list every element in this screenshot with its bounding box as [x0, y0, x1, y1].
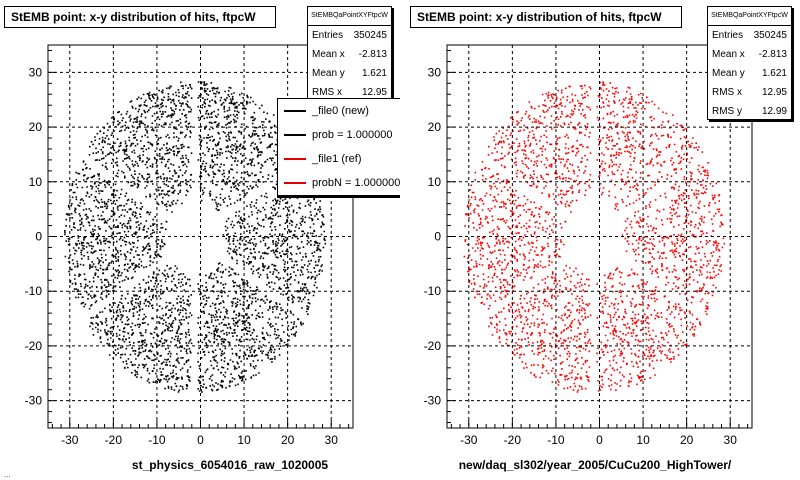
x-tick-label: 30 — [724, 433, 738, 447]
x-tick-label: 20 — [680, 433, 694, 447]
scatter-markers — [463, 81, 726, 393]
x-tick-label: 0 — [197, 433, 204, 447]
x-tick-label: -10 — [148, 433, 166, 447]
y-tick-label: 20 — [29, 120, 43, 134]
footer-note: ... — [4, 470, 11, 479]
stats-label: Entries — [712, 30, 744, 41]
stats-label: RMS x — [712, 87, 742, 98]
stats-value: 1.621 — [361, 68, 387, 79]
x-tick-label: 20 — [281, 433, 295, 447]
stats-label: RMS x — [312, 87, 342, 98]
y-tick-label: -20 — [25, 339, 43, 353]
stats-value: -2.813 — [758, 49, 787, 60]
legend-entry: _file0 (new) — [278, 99, 400, 123]
stats-label: Mean y — [712, 68, 745, 79]
right-x-caption: new/daq_sl302/year_2005/CuCu200_HighTowe… — [458, 458, 732, 472]
x-tick-label: -20 — [105, 433, 123, 447]
grid-lines — [48, 45, 353, 428]
stats-value: -2.813 — [358, 49, 387, 60]
y-tick-label: 30 — [29, 65, 43, 79]
legend-label: _file0 (new) — [312, 105, 369, 117]
legend-line-swatch — [284, 134, 306, 136]
right-plot-panel: -30 -20 -10 0 10 20 30 -30 -20 -10 0 10 20 30 StEMB p… — [400, 0, 800, 480]
axes: -30 -20 -10 0 10 20 30 -30 -20 -10 0 10 20 30 — [25, 49, 350, 447]
grid-lines — [447, 45, 752, 428]
legend-line-swatch — [284, 182, 306, 184]
legend-line-swatch — [284, 158, 306, 160]
stats-row: Entries 350245 — [308, 26, 391, 45]
scatter-points — [64, 81, 327, 393]
scatter-markers — [64, 81, 327, 393]
stats-value: 12.95 — [361, 87, 387, 98]
y-tick-label: 10 — [29, 175, 43, 189]
legend-label: prob = 1.000000 — [312, 129, 393, 141]
x-tick-label: 10 — [237, 433, 251, 447]
stats-row: Mean x -2.813 — [708, 45, 791, 64]
x-tick-label: -30 — [460, 433, 478, 447]
stats-label: RMS y — [712, 106, 742, 117]
y-tick-label: 10 — [428, 175, 442, 189]
legend-entry: probN = 1.000000 — [278, 171, 400, 195]
legend-entry: prob = 1.000000 — [278, 123, 400, 147]
stats-value: 1.621 — [761, 68, 787, 79]
stats-row: Mean x -2.813 — [308, 45, 391, 64]
right-stats-box: StEMBQaPointXYFtpcW Entries 350245 Mean x -… — [707, 6, 792, 120]
scatter-points — [463, 81, 726, 393]
right-plot-title: StEMB point: x-y distribution of hits, f… — [410, 6, 682, 28]
legend-label: _file1 (ref) — [312, 153, 362, 165]
stats-value: 350245 — [353, 30, 387, 41]
left-plot-title: StEMB point: x-y distribution of hits, f… — [4, 6, 276, 28]
stats-value: 350245 — [753, 30, 787, 41]
stats-label: Mean x — [312, 49, 345, 60]
stats-value: 12.95 — [761, 87, 787, 98]
stats-row: RMS x 12.95 — [308, 83, 391, 102]
legend-line-swatch — [284, 110, 306, 112]
stats-row: Mean y 1.621 — [708, 64, 791, 83]
left-legend: _file0 (new) prob = 1.000000 _file1 (ref) p… — [277, 98, 400, 196]
x-tick-label: 30 — [325, 433, 339, 447]
y-tick-label: 20 — [428, 120, 442, 134]
right-stats-name: StEMBQaPointXYFtpcW — [708, 7, 791, 26]
stats-label: Entries — [312, 30, 344, 41]
x-tick-label: -20 — [504, 433, 522, 447]
x-tick-label: 0 — [596, 433, 603, 447]
y-tick-label: -10 — [25, 284, 43, 298]
stats-row: Entries 350245 — [708, 26, 791, 45]
y-tick-label: 30 — [428, 65, 442, 79]
left-plot-panel: -30 -20 -10 0 10 20 30 -30 -20 -10 0 10 20 30 StEMB p… — [4, 6, 400, 479]
y-tick-label: -30 — [424, 394, 442, 408]
left-x-caption: st_physics_6054016_raw_1020005 — [131, 458, 329, 472]
left-stats-name: StEMBQaPointXYFtpcW — [308, 7, 391, 26]
stats-value: 12.99 — [761, 106, 787, 117]
x-tick-label: 10 — [636, 433, 650, 447]
legend-label: probN = 1.000000 — [312, 177, 400, 189]
right-chart: -30 -20 -10 0 10 20 30 -30 -20 -10 0 10 20 30 — [424, 44, 753, 447]
y-tick-label: 0 — [434, 230, 441, 244]
stats-row: Mean y 1.621 — [308, 64, 391, 83]
x-tick-label: -10 — [547, 433, 565, 447]
y-tick-label: 0 — [35, 230, 42, 244]
x-tick-label: -30 — [61, 433, 79, 447]
y-tick-label: -20 — [424, 339, 442, 353]
stats-row: RMS x 12.95 — [708, 83, 791, 102]
y-tick-label: -10 — [424, 284, 442, 298]
axes: -30 -20 -10 0 10 20 30 -30 -20 -10 0 10 20 30 — [424, 49, 749, 447]
stats-label: Mean y — [312, 68, 345, 79]
stats-row: RMS y 12.99 — [708, 102, 791, 121]
left-stats-box: StEMBQaPointXYFtpcW Entries 350245 Mean x -… — [307, 6, 392, 102]
y-tick-label: -30 — [25, 394, 43, 408]
stats-label: Mean x — [712, 49, 745, 60]
legend-entry: _file1 (ref) — [278, 147, 400, 171]
